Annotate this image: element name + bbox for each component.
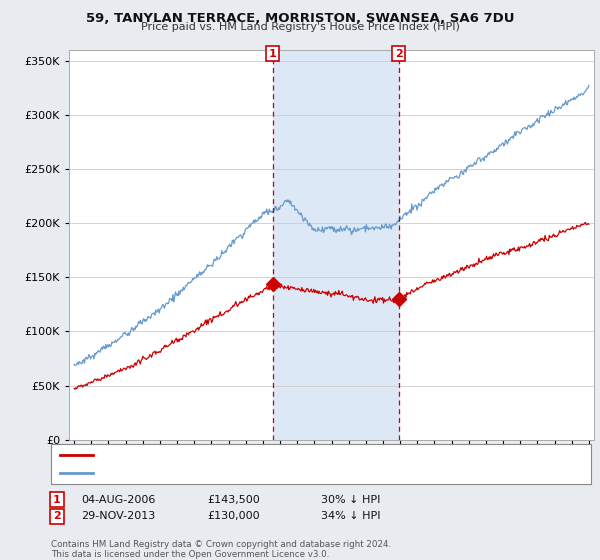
- Text: 34% ↓ HPI: 34% ↓ HPI: [321, 511, 380, 521]
- Text: Price paid vs. HM Land Registry's House Price Index (HPI): Price paid vs. HM Land Registry's House …: [140, 22, 460, 32]
- Text: 1: 1: [53, 494, 61, 505]
- Text: £143,500: £143,500: [207, 494, 260, 505]
- Text: HPI: Average price, detached house, Swansea: HPI: Average price, detached house, Swan…: [99, 468, 323, 478]
- Text: 04-AUG-2006: 04-AUG-2006: [81, 494, 155, 505]
- Text: 29-NOV-2013: 29-NOV-2013: [81, 511, 155, 521]
- Text: 2: 2: [395, 49, 403, 59]
- Text: Contains HM Land Registry data © Crown copyright and database right 2024.
This d: Contains HM Land Registry data © Crown c…: [51, 540, 391, 559]
- Bar: [273, 50, 398, 440]
- Text: 2: 2: [53, 511, 61, 521]
- Text: 1: 1: [269, 49, 277, 59]
- Text: 59, TANYLAN TERRACE, MORRISTON, SWANSEA, SA6 7DU (detached house): 59, TANYLAN TERRACE, MORRISTON, SWANSEA,…: [99, 450, 469, 460]
- Text: 59, TANYLAN TERRACE, MORRISTON, SWANSEA, SA6 7DU: 59, TANYLAN TERRACE, MORRISTON, SWANSEA,…: [86, 12, 514, 25]
- Text: £130,000: £130,000: [207, 511, 260, 521]
- Text: 30% ↓ HPI: 30% ↓ HPI: [321, 494, 380, 505]
